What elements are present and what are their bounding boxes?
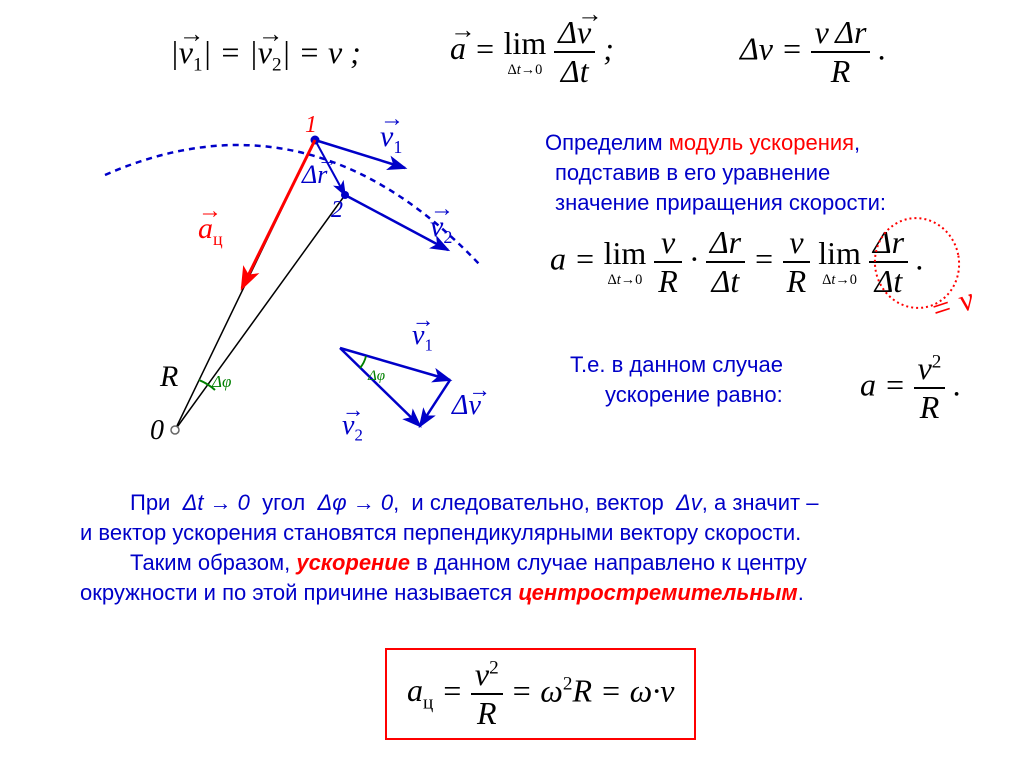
paragraph-2: и вектор ускорения становятся перпендику…	[80, 520, 801, 546]
paragraph-1: При Δt → 0 угол Δφ → 0, и следовательно,…	[130, 490, 819, 516]
text-intro-1: Определим модуль ускорения,	[545, 130, 860, 156]
circular-motion-diagram: Δφ0R12v1v2Δraцv1v2ΔvΔφ	[60, 110, 500, 460]
paragraph-4: окружности и по этой причине называется …	[80, 580, 804, 606]
paragraph-3: Таким образом, ускорение в данном случае…	[130, 550, 807, 576]
text-intro-3: значение приращения скорости:	[555, 190, 886, 216]
text-intro-2: подставив в его уравнение	[555, 160, 830, 186]
equation-a-v2r: a = v2R .	[860, 350, 961, 426]
text-therefore-1: Т.е. в данном случае	[570, 352, 783, 378]
equation-centripetal-boxed: aц = v2R = ω2R = ω·v	[385, 648, 696, 740]
text-therefore-2: ускорение равно:	[605, 382, 783, 408]
equation-dv: Δv = v ΔrR .	[740, 14, 886, 90]
equation-v1v2: |v1| = |v2| = v ;	[170, 34, 361, 76]
equation-accel-def: a = limΔt→0 ΔvΔt ;	[450, 14, 614, 90]
highlight-circle-icon	[867, 213, 967, 313]
